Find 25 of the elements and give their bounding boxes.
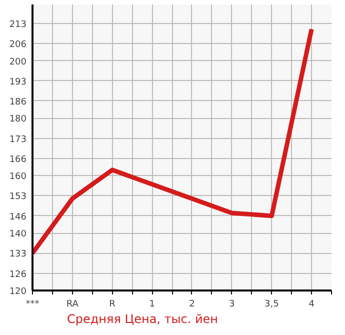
y-tick-label: 206 [9, 40, 27, 50]
y-tick-label: 140 [9, 230, 27, 240]
x-tick-label: 4 [308, 300, 315, 310]
y-tick-label: 146 [9, 212, 27, 222]
y-tick-label: 120 [9, 287, 27, 297]
x-tick-label: 3 [228, 300, 235, 310]
line-series [32, 26, 314, 256]
y-tick-label: 166 [9, 154, 27, 165]
text: Средняя Цена, тыс. йен [67, 312, 218, 326]
y-tick-label: 126 [9, 270, 27, 280]
x-tick-label: *** [26, 300, 40, 310]
x-tick-label: 1 [149, 300, 155, 310]
x-tick-label: 3,5 [264, 300, 279, 310]
y-tick-label: 193 [9, 77, 27, 88]
y-tick-label: 160 [9, 172, 27, 182]
y-tick-label: 200 [9, 57, 27, 68]
y-tick-label: 186 [9, 97, 27, 108]
y-tick-label: 213 [9, 20, 27, 30]
x-tick-label: RA [66, 300, 80, 310]
x-tick-label: 2 [189, 300, 195, 310]
y-tick-label: 153 [9, 192, 27, 202]
y-tick-label: 180 [9, 114, 27, 125]
x-tick-label: R [109, 300, 116, 310]
y-tick-label: 173 [9, 134, 27, 145]
y-tick-label: 133 [9, 250, 27, 260]
